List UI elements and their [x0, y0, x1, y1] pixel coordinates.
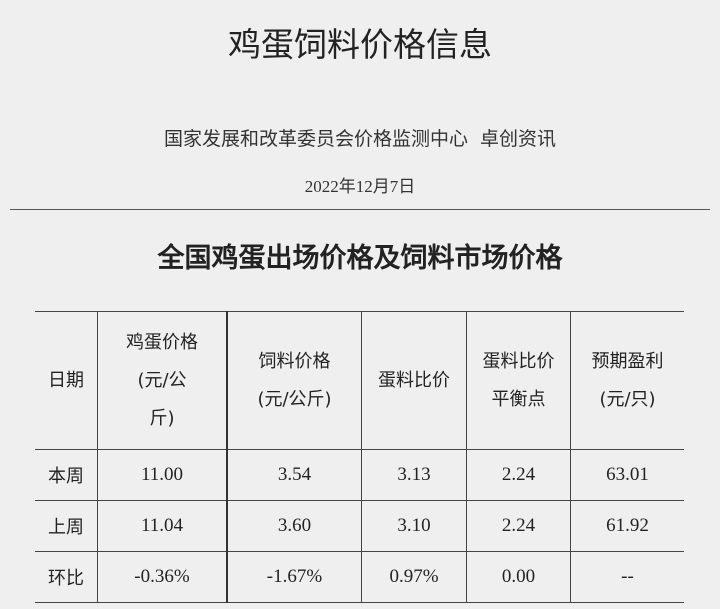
header-date: 日期 [35, 311, 98, 450]
cell: 63.01 [570, 449, 684, 501]
header-expected-profit: 预期盈利 (元/只) [570, 311, 684, 450]
divider [10, 209, 710, 210]
cell: 61.92 [570, 500, 684, 552]
cell: 3.10 [361, 500, 467, 552]
header-line: 鸡蛋价格 [126, 331, 198, 353]
cell: 11.04 [97, 500, 227, 552]
cell: 3.13 [361, 449, 467, 501]
cell: -0.36% [97, 551, 227, 603]
publish-date: 2022年12月7日 [304, 177, 416, 196]
table-row: 环比 -0.36% -1.67% 0.97% 0.00 -- [35, 551, 684, 603]
cell: 0.00 [466, 551, 571, 603]
header-line: 平衡点 [491, 388, 546, 410]
cell: -1.67% [226, 551, 362, 603]
table-row: 上周 11.04 3.60 3.10 2.24 61.92 [35, 500, 684, 552]
header-line: (元/公 [137, 369, 187, 391]
cell: -- [570, 551, 684, 603]
cell: 上周 [35, 500, 98, 552]
header-line: (元/只) [599, 388, 656, 410]
price-table: 日期 鸡蛋价格 (元/公 斤) 饲料价格 (元/公斤) 蛋料比价 蛋料比价 平衡点 预期… [35, 311, 684, 603]
cell: 本周 [35, 449, 98, 501]
table-row: 本周 11.00 3.54 3.13 2.24 63.01 [35, 449, 684, 501]
header-egg-price: 鸡蛋价格 (元/公斤) [97, 311, 227, 450]
cell: 2.24 [466, 449, 571, 501]
cell: 3.60 [226, 500, 362, 552]
header-line: 斤) [149, 407, 175, 429]
cell: 环比 [35, 551, 98, 603]
header-line: 蛋料比价 [482, 350, 555, 372]
header-ratio-breakeven: 蛋料比价 平衡点 [466, 311, 571, 450]
header-line: 预期盈利 [591, 350, 664, 372]
header-line: 日期 [48, 369, 84, 391]
cell: 0.97% [361, 551, 467, 603]
header-line: 蛋料比价 [378, 369, 450, 391]
header-line: (元/公斤) [257, 388, 332, 410]
cell: 11.00 [97, 449, 227, 501]
header-egg-feed-ratio: 蛋料比价 [361, 311, 467, 450]
cell: 2.24 [466, 500, 571, 552]
header-line: 饲料价格 [258, 350, 331, 372]
table-header-row: 日期 鸡蛋价格 (元/公 斤) 饲料价格 (元/公斤) 蛋料比价 蛋料比价 平衡点 预期… [35, 311, 684, 450]
page-title: 鸡蛋饲料价格信息 [228, 25, 492, 64]
header-feed-price: 饲料价格 (元/公斤) [226, 311, 362, 450]
source-line: 国家发展和改革委员会价格监测中心 卓创资讯 [163, 128, 557, 150]
cell: 3.54 [226, 449, 362, 501]
section-title: 全国鸡蛋出场价格及饲料市场价格 [157, 243, 563, 274]
